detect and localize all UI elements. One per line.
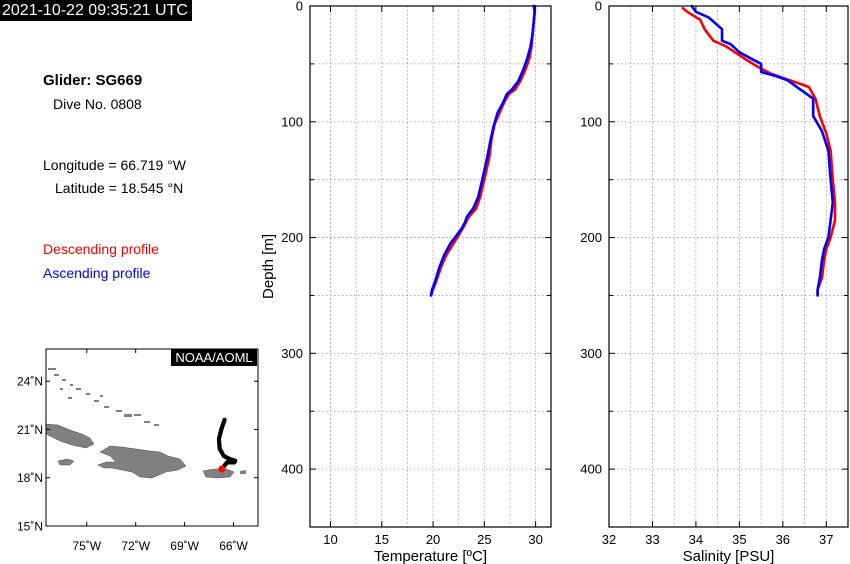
salinity-y-tick-label: 300 — [580, 346, 602, 361]
temperature-y-tick-label: 100 — [281, 114, 303, 129]
legend-ascending: Ascending profile — [43, 265, 151, 281]
map-land-virgin-islands — [240, 470, 246, 474]
salinity-x-tick-label: 32 — [602, 532, 616, 547]
salinity-frame — [608, 5, 849, 528]
map-lat-label: 15˚N — [17, 520, 43, 534]
map-land-island — [48, 368, 56, 370]
map-land-island — [100, 395, 103, 397]
salinity-x-tick-label: 34 — [689, 532, 703, 547]
temperature-x-axis-label: Temperature [ºC] — [374, 548, 487, 564]
glider-title: Glider: SG669 — [43, 72, 143, 89]
legend-descending: Descending profile — [43, 241, 159, 257]
temperature-x-tick-label: 25 — [477, 532, 491, 547]
temperature-descending-line — [429, 4, 536, 297]
map-land-puerto-rico — [202, 468, 235, 479]
map-lon-label: 72˚W — [121, 539, 150, 553]
map-badge-label: NOAA/AOML — [175, 350, 252, 365]
map-land-island — [76, 388, 81, 390]
map-land-island — [124, 414, 132, 417]
salinity-plot-area — [609, 6, 848, 527]
temperature-y-axis-label: Depth [m] — [260, 234, 277, 299]
map-land-island — [154, 424, 159, 426]
salinity-y-tick-label: 0 — [595, 0, 602, 14]
map-land-island — [116, 410, 122, 412]
map-lat-label: 18˚N — [17, 471, 43, 485]
map-badge — [171, 349, 257, 366]
map-land-island — [60, 388, 63, 390]
temperature-x-tick-label: 20 — [426, 532, 440, 547]
map-land-island — [86, 393, 90, 395]
map-land-jamaica — [57, 458, 75, 466]
salinity-x-tick-label: 36 — [776, 532, 790, 547]
map-land-cuba — [45, 423, 95, 449]
temperature-y-tick-label: 300 — [281, 346, 303, 361]
temperature-x-tick-label: 30 — [528, 532, 542, 547]
map-land-island — [68, 397, 72, 399]
temperature-x-tick-label: 15 — [375, 532, 389, 547]
salinity-x-tick-label: 37 — [819, 532, 833, 547]
map-lon-label: 66˚W — [219, 539, 248, 553]
timestamp: 2021-10-22 09:35:21 UTC — [0, 0, 192, 21]
map-glider-track — [216, 417, 238, 471]
salinity-y-tick-label: 100 — [580, 114, 602, 129]
map-land-island — [104, 406, 109, 408]
dive-number: Dive No. 0808 — [53, 96, 142, 112]
map-current-position — [218, 465, 226, 473]
map-frame — [45, 348, 259, 527]
map-land-hispaniola — [97, 445, 187, 479]
temperature-frame — [309, 5, 552, 528]
map-lat-label: 21˚N — [17, 423, 43, 437]
salinity-ascending-line — [690, 4, 835, 297]
salinity-y-tick-label: 400 — [580, 462, 602, 477]
temperature-y-tick-label: 400 — [281, 462, 303, 477]
salinity-descending-line — [681, 7, 837, 297]
map-land-island — [70, 384, 73, 386]
salinity-x-tick-label: 35 — [732, 532, 746, 547]
map-land-island — [134, 414, 141, 416]
salinity-x-axis-label: Salinity [PSU] — [683, 548, 775, 564]
map-lat-label: 24˚N — [17, 375, 43, 389]
longitude-label: Longitude = 66.719 °W — [43, 157, 186, 173]
map-lon-label: 75˚W — [72, 539, 101, 553]
latitude-label: Latitude = 18.545 °N — [55, 180, 184, 196]
temperature-y-tick-label: 0 — [296, 0, 303, 14]
temperature-x-tick-label: 10 — [323, 532, 337, 547]
map-land-island — [62, 379, 66, 381]
map-land-island — [144, 421, 150, 423]
map-land-island — [94, 400, 99, 402]
salinity-y-tick-label: 200 — [580, 230, 602, 245]
temperature-ascending-line — [429, 4, 536, 297]
map-land-island — [54, 374, 59, 376]
temperature-y-tick-label: 200 — [281, 230, 303, 245]
map-lon-label: 69˚W — [170, 539, 199, 553]
salinity-x-tick-label: 33 — [645, 532, 659, 547]
